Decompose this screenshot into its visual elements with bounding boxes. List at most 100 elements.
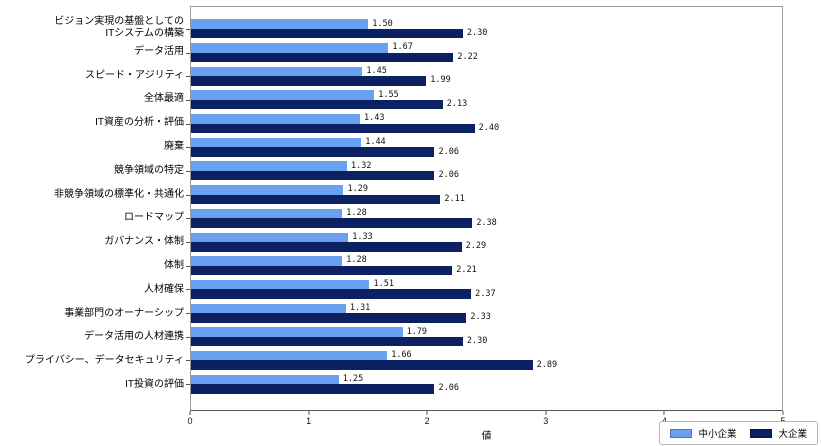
bar-row: 1.51 2.37 bbox=[186, 278, 782, 302]
y-axis-tick bbox=[186, 170, 190, 172]
bar-value-label: 1.32 bbox=[351, 160, 372, 171]
bar-line: 2.89 bbox=[191, 360, 782, 370]
bar-sme bbox=[191, 232, 349, 243]
bar-sme bbox=[191, 66, 363, 77]
category-label: IT投資の評価 bbox=[125, 379, 184, 391]
bar-sme bbox=[191, 303, 346, 314]
plot-area: 1.50 2.30 1.67 2.22 1.45 1.99 1.55 2.13 1.43 2.40… bbox=[186, 6, 783, 411]
bar-row: 1.44 2.06 bbox=[186, 135, 782, 159]
tick-mark bbox=[308, 411, 310, 415]
y-axis-tick bbox=[186, 242, 190, 244]
bar-line: 2.21 bbox=[191, 265, 782, 276]
bar-row: 1.50 2.30 bbox=[186, 17, 782, 41]
category-label: 人材確保 bbox=[144, 283, 184, 295]
bar-line: 1.79 bbox=[191, 327, 782, 337]
bar-line: 2.40 bbox=[191, 122, 782, 134]
bar-line: 2.06 bbox=[191, 171, 782, 181]
bar-line: 2.30 bbox=[191, 29, 782, 39]
y-axis-tick bbox=[186, 384, 190, 386]
bar-line: 1.45 bbox=[191, 65, 782, 77]
x-axis-tick: 0 bbox=[187, 411, 193, 426]
bar-value-label: 2.06 bbox=[438, 170, 459, 181]
bar-sme bbox=[191, 161, 348, 171]
bar-line: 1.25 bbox=[191, 373, 782, 385]
bar-row: 1.32 2.06 bbox=[186, 159, 782, 183]
bar-value-label: 2.29 bbox=[465, 241, 487, 252]
bar-value-label: 2.33 bbox=[470, 312, 491, 323]
bar-value-label: 2.89 bbox=[536, 359, 558, 370]
bar-line: 1.32 bbox=[191, 161, 782, 171]
tick-mark bbox=[545, 411, 547, 415]
bar-large bbox=[191, 242, 462, 252]
legend: 中小企業 大企業 bbox=[659, 421, 818, 445]
category-label: データ活用 bbox=[134, 45, 184, 57]
bar-large bbox=[191, 194, 441, 205]
bar-row: 1.45 1.99 bbox=[186, 64, 782, 88]
y-axis-tick bbox=[186, 28, 190, 30]
bar-large bbox=[191, 336, 463, 347]
bar-value-label: 2.11 bbox=[444, 193, 465, 204]
legend-swatch bbox=[750, 428, 773, 438]
bar-line: 1.29 bbox=[191, 185, 782, 195]
bar-line: 2.11 bbox=[191, 193, 782, 205]
bar-value-label: 1.33 bbox=[352, 231, 373, 242]
bar-row: 1.67 2.22 bbox=[186, 41, 782, 65]
bar-sme bbox=[191, 279, 370, 290]
bar-large bbox=[191, 52, 454, 63]
bar-large bbox=[191, 28, 463, 39]
bar-value-label: 1.25 bbox=[342, 373, 364, 384]
bar-sme bbox=[191, 90, 375, 100]
bar-sme bbox=[191, 327, 403, 337]
y-axis-tick bbox=[186, 147, 190, 149]
bar-line: 2.30 bbox=[191, 337, 782, 347]
bar-value-label: 2.13 bbox=[446, 99, 468, 110]
y-axis-tick bbox=[186, 52, 190, 54]
bar-row: 1.31 2.33 bbox=[186, 301, 782, 325]
bar-row: 1.28 2.21 bbox=[186, 254, 782, 278]
bar-value-label: 1.67 bbox=[392, 42, 413, 53]
bar-line: 1.51 bbox=[191, 280, 782, 290]
y-axis-tick bbox=[186, 336, 190, 338]
bar-value-label: 1.28 bbox=[346, 255, 367, 266]
bar-line: 1.50 bbox=[191, 19, 782, 29]
bar-row: 1.66 2.89 bbox=[186, 349, 782, 373]
tick-label: 2 bbox=[424, 416, 430, 426]
bar-sme bbox=[191, 208, 343, 219]
bar-line: 2.38 bbox=[191, 218, 782, 228]
bar-line: 1.28 bbox=[191, 256, 782, 266]
bar-sme bbox=[191, 374, 339, 385]
category-label: 全体最適 bbox=[144, 93, 184, 105]
y-axis-category-labels: ビジョン実現の基盤としての ITシステムの構築 データ活用 スピード・アジリティ 全体… bbox=[0, 6, 184, 411]
bar-sme bbox=[191, 256, 343, 266]
bar-large bbox=[191, 147, 435, 157]
tick-mark bbox=[189, 411, 191, 415]
legend-label: 中小企業 bbox=[698, 429, 737, 440]
bar-value-label: 1.45 bbox=[366, 65, 387, 76]
category-label: 体制 bbox=[164, 260, 184, 272]
bar-large bbox=[191, 218, 473, 228]
bar-value-label: 1.79 bbox=[406, 326, 428, 337]
bar-value-label: 1.44 bbox=[365, 137, 386, 148]
bar-value-label: 1.28 bbox=[346, 208, 367, 219]
tick-mark bbox=[782, 411, 784, 415]
bar-sme bbox=[191, 114, 361, 124]
tick-label: 0 bbox=[187, 416, 193, 426]
bar-value-label: 1.99 bbox=[430, 75, 451, 86]
bar-line: 2.33 bbox=[191, 313, 782, 323]
bar-large bbox=[191, 170, 435, 181]
category-label: IT資産の分析・評価 bbox=[95, 117, 184, 129]
tick-mark bbox=[663, 411, 665, 415]
legend-item: 大企業 bbox=[750, 426, 807, 440]
bar-large bbox=[191, 123, 475, 134]
bar-sme bbox=[191, 19, 369, 29]
bar-value-label: 2.40 bbox=[478, 122, 500, 133]
tick-label: 3 bbox=[543, 416, 549, 426]
bar-line: 1.55 bbox=[191, 90, 782, 100]
bar-value-label: 2.38 bbox=[476, 217, 497, 228]
category-label: データ活用の人材連携 bbox=[84, 331, 184, 343]
bar-row: 1.28 2.38 bbox=[186, 207, 782, 231]
bar-value-label: 1.66 bbox=[391, 350, 412, 361]
x-axis-tick: 3 bbox=[543, 411, 548, 426]
bar-value-label: 1.29 bbox=[347, 184, 368, 195]
bar-line: 2.22 bbox=[191, 52, 782, 63]
